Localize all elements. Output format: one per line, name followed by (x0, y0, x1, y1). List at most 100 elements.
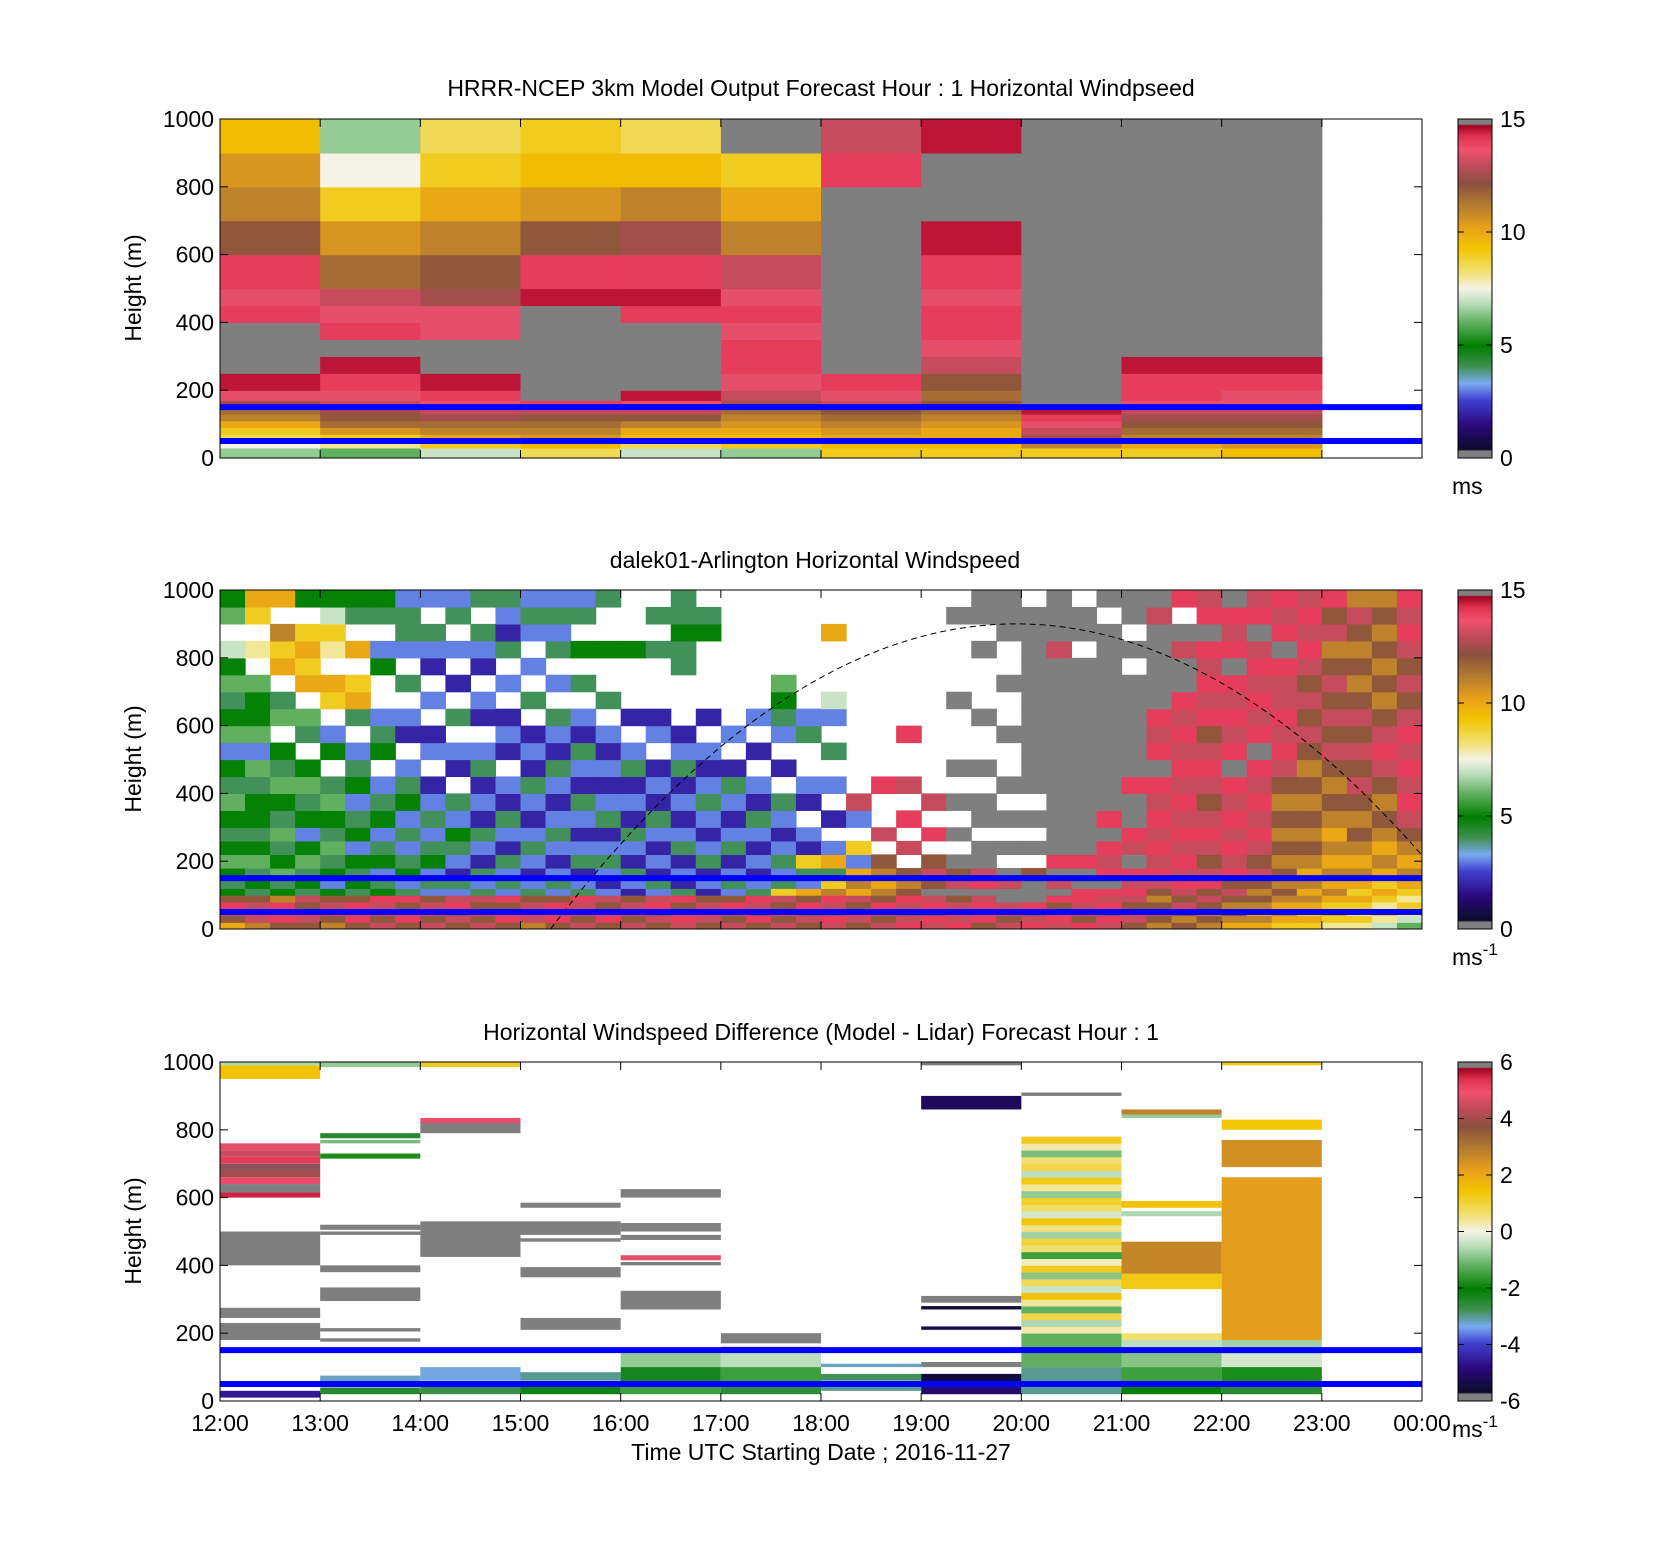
heat-cell (320, 590, 346, 608)
heat-cell (996, 606, 1022, 625)
heat-cell (1371, 901, 1398, 910)
heat-cell (1171, 776, 1198, 794)
heat-cell (1146, 840, 1173, 856)
heat-segment (620, 1255, 721, 1261)
heat-segment (1121, 1367, 1222, 1385)
heat-cell (1021, 356, 1123, 374)
y-tick-label: 1000 (163, 577, 214, 603)
heat-cell (545, 793, 572, 811)
heat-cell (370, 725, 396, 744)
heat-segment (1121, 1339, 1222, 1351)
heat-cell (520, 901, 547, 910)
heat-cell (1096, 901, 1123, 910)
heat-cell (595, 725, 622, 744)
heat-cell (1171, 742, 1198, 761)
heat-cell (720, 840, 747, 856)
heat-cell (1196, 867, 1223, 879)
heat-segment (1121, 1350, 1222, 1368)
heat-cell (1121, 915, 1148, 923)
heat-cell (520, 810, 547, 828)
heat-cell (1296, 590, 1323, 608)
heat-cell (720, 434, 822, 442)
heat-cell (1121, 827, 1148, 842)
heat-cell (1121, 725, 1148, 744)
heat-cell (595, 840, 622, 856)
heat-cell (320, 840, 346, 856)
heat-cell (996, 590, 1022, 608)
heat-segment (1021, 1197, 1122, 1205)
heat-cell (1021, 674, 1047, 693)
heat-cell (1221, 186, 1323, 222)
heat-cell (320, 339, 421, 357)
heat-cell (1296, 742, 1323, 761)
heat-cell (1321, 657, 1348, 676)
heat-cell (620, 827, 647, 842)
heat-cell (720, 339, 822, 357)
heat-cell (896, 922, 922, 929)
heat-cell (821, 915, 847, 923)
heat-cell (470, 657, 497, 676)
heat-cell (1021, 708, 1047, 727)
heat-cell (295, 810, 321, 828)
heat-cell (745, 827, 772, 842)
heat-cell (620, 793, 647, 811)
heat-cell (821, 356, 922, 374)
heat-cell (620, 413, 722, 422)
heat-cell (595, 810, 622, 828)
heat-cell (445, 840, 472, 856)
heat-cell (620, 901, 647, 910)
heat-cell (1321, 810, 1348, 828)
heat-cell (1196, 742, 1223, 761)
heat-segment (720, 1333, 821, 1344)
heat-cell (1096, 776, 1123, 794)
heat-cell (345, 854, 371, 869)
heat-cell (670, 793, 697, 811)
heat-cell (295, 827, 321, 842)
heat-segment (620, 1367, 721, 1385)
heat-cell (1346, 810, 1373, 828)
heat-cell (620, 186, 722, 222)
heat-cell (1046, 759, 1073, 778)
panel-3-lines (220, 1347, 1422, 1388)
heat-cell (821, 878, 847, 889)
panel-1-cells (220, 119, 1323, 458)
heat-cell (1021, 759, 1047, 778)
heat-segment (1021, 1217, 1122, 1226)
heat-cell (1021, 691, 1047, 710)
heat-cell (370, 742, 396, 761)
heat-cell (1271, 922, 1298, 929)
heat-cell (1246, 674, 1273, 693)
heat-cell (1221, 373, 1323, 391)
heat-cell (1296, 901, 1323, 910)
heat-cell (1146, 915, 1173, 923)
heat-segment (1021, 1258, 1122, 1266)
heat-cell (1221, 288, 1323, 307)
heat-segment (320, 1224, 421, 1230)
heat-cell (871, 922, 897, 929)
heat-cell (220, 657, 246, 676)
heat-cell (821, 888, 847, 896)
heat-cell (420, 888, 446, 896)
heat-cell (220, 867, 246, 879)
heat-cell (1121, 407, 1223, 415)
heat-segment (821, 1363, 922, 1368)
x-tick-label: 18:00 (792, 1410, 850, 1436)
heat-cell (821, 840, 847, 856)
heat-cell (1021, 725, 1047, 744)
heat-cell (320, 434, 421, 442)
heat-cell (220, 854, 246, 869)
heat-cell (470, 895, 497, 903)
heat-cell (1196, 590, 1223, 608)
heat-cell (720, 119, 822, 154)
heat-cell (1221, 708, 1248, 727)
heat-cell (745, 878, 772, 889)
heat-cell (595, 895, 622, 903)
heat-cell (1271, 840, 1298, 856)
heat-cell (570, 922, 597, 929)
heat-cell (1246, 867, 1273, 879)
heat-cell (420, 776, 446, 794)
heat-cell (770, 725, 797, 744)
heat-cell (620, 895, 647, 903)
heat-cell (1221, 640, 1248, 659)
heat-cell (495, 742, 522, 761)
